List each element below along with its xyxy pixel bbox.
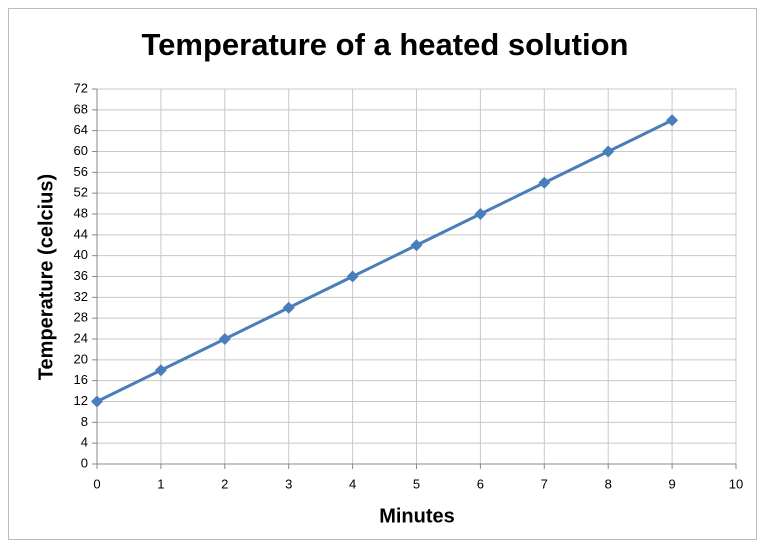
x-tick-label: 4 (349, 476, 356, 491)
y-tick-label: 72 (74, 80, 88, 95)
marker (154, 364, 167, 377)
marker (91, 395, 103, 408)
y-tick-label: 32 (74, 289, 88, 304)
y-tick-label: 60 (74, 143, 88, 158)
marker (282, 301, 295, 314)
marker (474, 208, 487, 220)
marker (218, 333, 231, 345)
x-tick-label: 7 (541, 476, 548, 491)
y-tick-label: 4 (81, 435, 88, 450)
y-tick-label: 28 (74, 310, 88, 325)
y-tick-label: 12 (74, 393, 88, 408)
x-tick-label: 8 (605, 476, 612, 491)
marker (410, 239, 423, 252)
x-axis-label: Minutes (379, 505, 455, 527)
y-tick-label: 8 (81, 414, 88, 429)
x-tick-label: 5 (413, 476, 420, 491)
y-tick-label: 36 (74, 268, 88, 283)
marker (538, 176, 551, 189)
line (96, 118, 673, 403)
marker (666, 114, 679, 127)
y-tick-label: 40 (74, 247, 88, 262)
y-tick-label: 20 (74, 351, 88, 366)
chart-title: Temperature of a heated solution (142, 27, 629, 62)
y-tick-label: 56 (74, 164, 88, 179)
y-tick-label: 68 (74, 101, 88, 116)
y-tick-label: 16 (74, 372, 88, 387)
y-tick-label: 24 (74, 330, 88, 345)
x-tick-label: 9 (668, 476, 675, 491)
y-tick-label: 64 (74, 122, 88, 137)
x-tick-label: 0 (93, 476, 100, 491)
y-tick-label: 44 (74, 226, 88, 241)
y-tick-label: 0 (81, 455, 88, 470)
y-axis-label: Temperature (celcius) (35, 174, 57, 380)
y-tick-label: 48 (74, 205, 88, 220)
x-tick-label: 3 (285, 476, 292, 491)
x-tick-label: 6 (477, 476, 484, 491)
x-tick-label: 1 (157, 476, 164, 491)
marker (602, 145, 615, 158)
chart-border (8, 8, 757, 540)
y-tick-label: 52 (74, 185, 88, 200)
x-tick-label: 2 (221, 476, 228, 491)
marker (346, 270, 359, 283)
x-tick-label: 10 (729, 476, 743, 491)
